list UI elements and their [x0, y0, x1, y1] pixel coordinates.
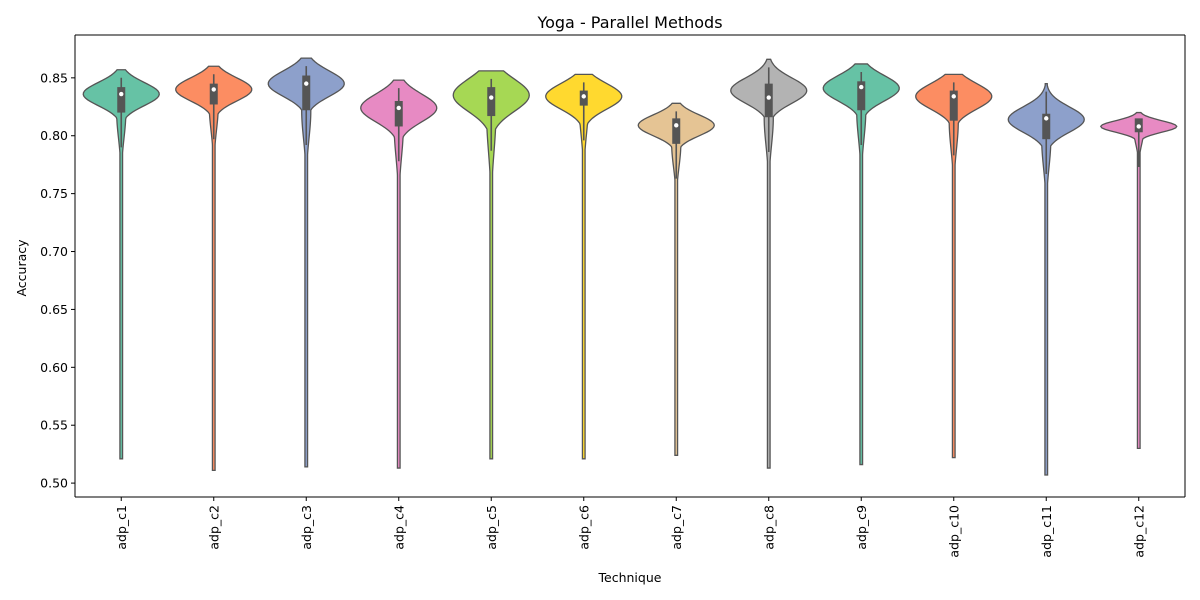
violin-adp_c10	[915, 73, 993, 459]
violin-adp_c6	[545, 73, 623, 460]
iqr-box-adp_c3	[302, 75, 311, 111]
violin-body-adp_c1	[82, 69, 160, 460]
y-tick-label: 0.85	[40, 70, 68, 85]
violin-body-adp_c10	[915, 73, 993, 459]
median-marker-adp_c5	[489, 95, 494, 100]
iqr-box-adp_c1	[117, 87, 126, 113]
violin-adp_c11	[1007, 82, 1085, 476]
violin-body-adp_c3	[267, 57, 345, 468]
x-tick-label: adp_c3	[299, 505, 314, 550]
iqr-box-adp_c10	[949, 90, 958, 121]
violin-adp_c8	[730, 58, 808, 469]
x-tick-label: adp_c10	[946, 505, 961, 558]
violin-adp_c4	[360, 79, 438, 469]
iqr-box-adp_c8	[764, 83, 773, 118]
violin-adp_c1	[82, 69, 160, 460]
x-axis-label: Technique	[598, 570, 662, 585]
iqr-box-adp_c11	[1042, 113, 1051, 140]
x-tick-label: adp_c2	[206, 505, 221, 550]
median-marker-adp_c11	[1044, 116, 1049, 121]
y-tick-label: 0.65	[40, 302, 68, 317]
violin-body-adp_c12	[1099, 111, 1178, 450]
y-tick-label: 0.50	[40, 476, 68, 491]
violin-adp_c7	[637, 102, 715, 456]
y-axis-label: Accuracy	[14, 239, 29, 297]
x-tick-label: adp_c4	[391, 505, 406, 550]
violin-body-adp_c4	[360, 79, 438, 469]
x-tick-label: adp_c7	[669, 505, 684, 550]
x-tick-label: adp_c12	[1131, 505, 1146, 558]
violin-body-adp_c11	[1007, 82, 1085, 476]
median-marker-adp_c6	[581, 94, 586, 99]
violin-adp_c2	[175, 65, 253, 472]
x-tick-label: adp_c9	[854, 505, 869, 550]
x-tick-label: adp_c8	[761, 505, 776, 550]
violin-body-adp_c9	[822, 63, 900, 466]
median-marker-adp_c3	[304, 81, 309, 86]
chart-title: Yoga - Parallel Methods	[536, 13, 722, 32]
y-tick-label: 0.75	[40, 186, 68, 201]
violin-body-adp_c6	[545, 73, 623, 460]
violin-body-adp_c5	[452, 70, 530, 460]
iqr-box-adp_c4	[394, 101, 403, 127]
violin-adp_c9	[822, 63, 900, 466]
violin-body-adp_c8	[730, 58, 808, 469]
plot-area	[82, 57, 1178, 476]
y-axis: 0.50 0.55 0.60 0.65 0.70 0.75 0.80 0.85	[40, 35, 1186, 497]
violin-body-adp_c7	[637, 102, 715, 456]
y-tick-label: 0.60	[40, 360, 68, 375]
median-marker-adp_c2	[211, 87, 216, 92]
median-marker-adp_c8	[766, 95, 771, 100]
median-marker-adp_c4	[396, 105, 401, 111]
median-marker-adp_c12	[1136, 124, 1141, 129]
y-tick-label: 0.80	[40, 128, 68, 143]
x-tick-label: adp_c1	[114, 505, 129, 550]
violin-adp_c3	[267, 57, 345, 468]
x-tick-label: adp_c6	[576, 505, 591, 550]
iqr-box-adp_c7	[672, 118, 681, 144]
median-marker-adp_c9	[859, 84, 864, 90]
iqr-box-adp_c2	[209, 83, 218, 105]
y-tick-label: 0.70	[40, 244, 68, 259]
violin-adp_c5	[452, 70, 530, 460]
median-marker-adp_c10	[951, 94, 956, 99]
x-axis: adp_c1 adp_c2 adp_c3 adp_c4 adp_c5 adp_c6 adp_…	[75, 34, 1185, 558]
median-marker-adp_c7	[674, 123, 679, 128]
iqr-box-adp_c9	[857, 81, 866, 111]
violin-body-adp_c2	[175, 65, 253, 472]
x-tick-label: adp_c11	[1039, 505, 1054, 558]
iqr-box-adp_c5	[487, 87, 496, 117]
y-tick-label: 0.55	[40, 418, 68, 433]
violin-adp_c12	[1099, 111, 1178, 450]
x-tick-label: adp_c5	[484, 505, 499, 550]
median-marker-adp_c1	[119, 91, 124, 97]
